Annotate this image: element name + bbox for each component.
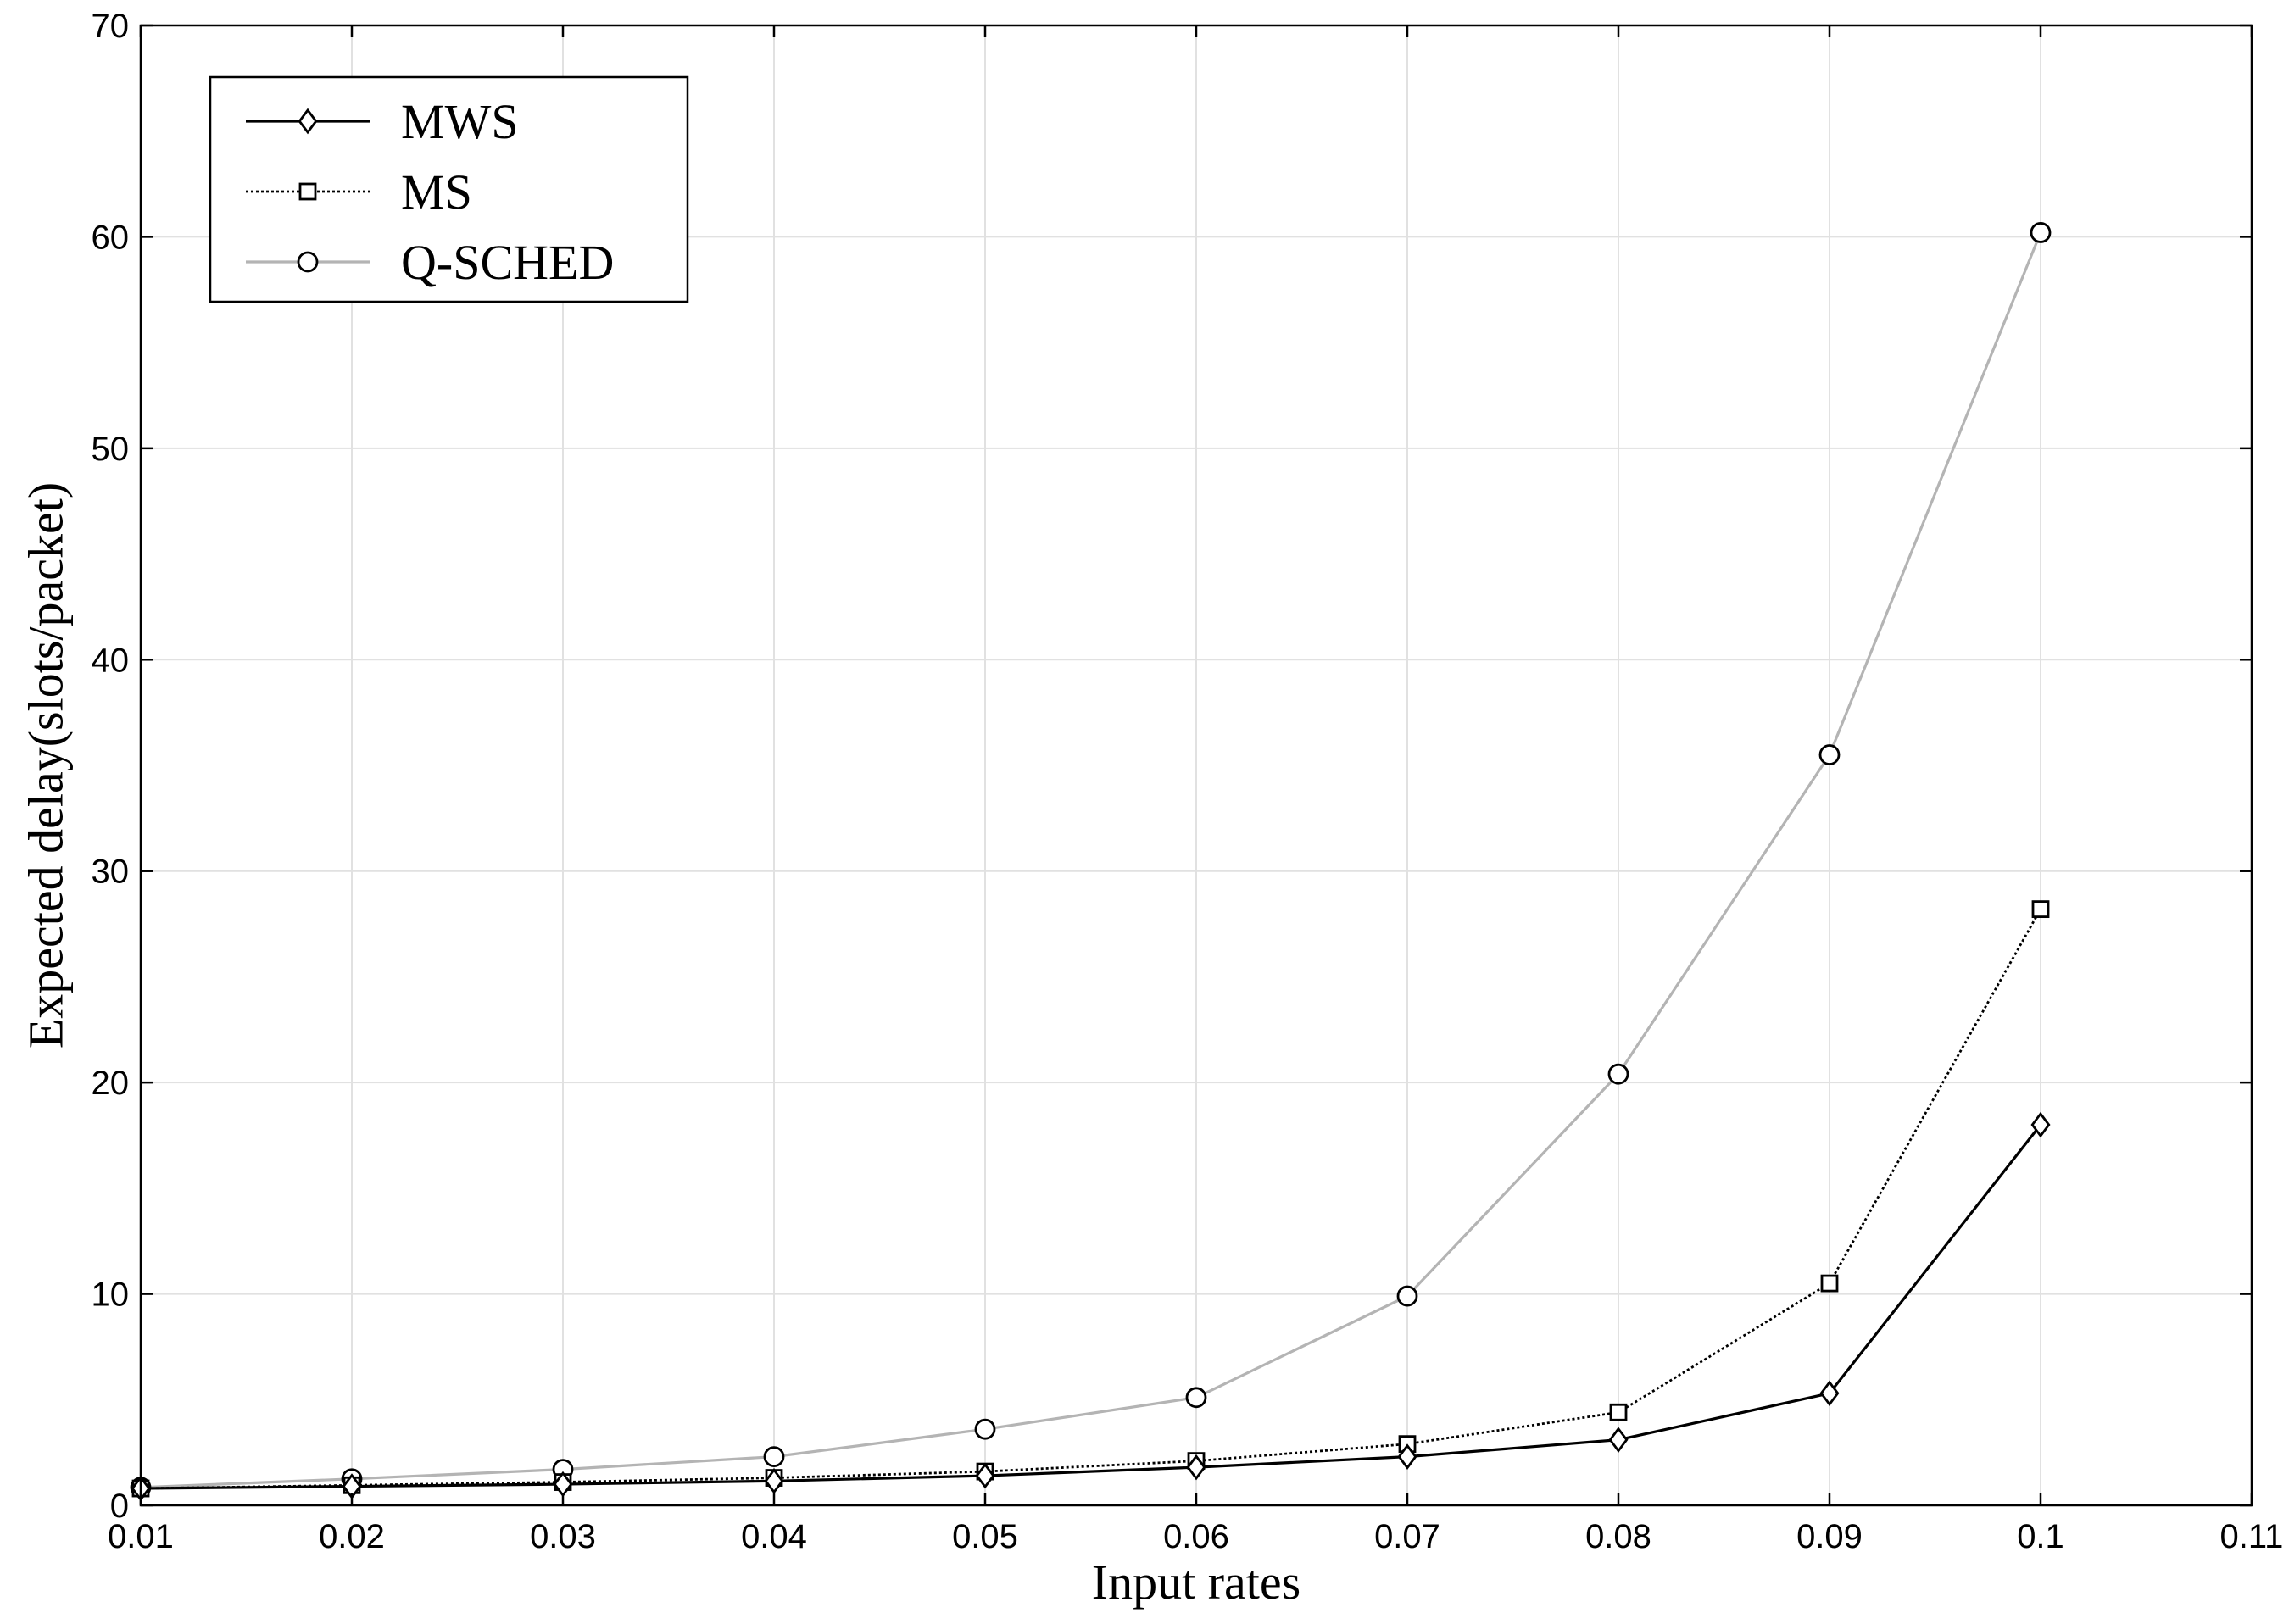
y-tick-label: 50 bbox=[92, 431, 130, 468]
series-mws bbox=[131, 1111, 2051, 1502]
series-line-ms bbox=[140, 908, 2042, 1490]
x-tick-label: 0.1 bbox=[2017, 1518, 2064, 1555]
data-point-mws bbox=[1608, 1427, 1629, 1454]
x-tick-label: 0.04 bbox=[741, 1518, 807, 1555]
data-point-mws bbox=[764, 1467, 784, 1494]
data-point-ms bbox=[1609, 1403, 1628, 1421]
legend-label: MWS bbox=[401, 94, 519, 149]
legend-entry-mws: MWS bbox=[246, 94, 519, 149]
data-point-mws bbox=[1186, 1454, 1206, 1481]
data-point-ms bbox=[1820, 1274, 1839, 1293]
data-point-mws bbox=[1819, 1380, 1840, 1407]
x-tick-label: 0.06 bbox=[1163, 1518, 1229, 1555]
data-point-mws bbox=[1397, 1443, 1417, 1470]
x-tick-label: 0.08 bbox=[1585, 1518, 1651, 1555]
x-tick-label: 0.09 bbox=[1796, 1518, 1863, 1555]
data-point-q-sched bbox=[1185, 1387, 1207, 1409]
x-tick-label: 0.03 bbox=[530, 1518, 596, 1555]
y-axis-label: Expected delay(slots/packet) bbox=[18, 482, 73, 1048]
y-tick-label: 30 bbox=[92, 854, 130, 891]
legend-entry-q-sched: Q-SCHED bbox=[246, 235, 614, 290]
legend-marker bbox=[298, 108, 318, 135]
legend-entry-ms: MS bbox=[246, 164, 472, 220]
series-line-mws bbox=[140, 1124, 2042, 1490]
x-tick-label: 0.01 bbox=[108, 1518, 174, 1555]
data-point-ms bbox=[2031, 900, 2050, 919]
x-tick-label: 0.11 bbox=[2220, 1518, 2284, 1555]
y-tick-label: 0 bbox=[110, 1488, 129, 1525]
data-point-mws bbox=[975, 1462, 995, 1489]
y-tick-label: 60 bbox=[92, 219, 130, 256]
axis-ticks bbox=[139, 24, 2253, 1507]
legend-label: MS bbox=[401, 164, 472, 220]
tick-labels: 0.01 0.02 0.03 0.04 0.05 0.06 0.07 0.08 0.09 0.1 0… bbox=[92, 8, 2284, 1555]
x-tick-label: 0.07 bbox=[1374, 1518, 1440, 1555]
y-tick-label: 70 bbox=[92, 8, 130, 45]
legend-marker bbox=[298, 182, 317, 201]
data-point-q-sched bbox=[1396, 1285, 1418, 1307]
legend-box bbox=[209, 75, 689, 303]
x-tick-label: 0.05 bbox=[952, 1518, 1018, 1555]
data-point-mws bbox=[2030, 1111, 2051, 1138]
data-point-q-sched bbox=[974, 1418, 996, 1440]
x-tick-label: 0.02 bbox=[319, 1518, 385, 1555]
legend-marker bbox=[297, 251, 319, 273]
series-line-q-sched bbox=[140, 231, 2042, 1489]
y-tick-label: 40 bbox=[92, 642, 130, 679]
legend: MWS MS Q-SCHED bbox=[209, 75, 689, 303]
data-point-q-sched bbox=[2030, 222, 2052, 243]
y-tick-label: 20 bbox=[92, 1065, 130, 1102]
x-axis-label: Input rates bbox=[1092, 1554, 1300, 1610]
legend-label: Q-SCHED bbox=[401, 235, 614, 290]
data-point-q-sched bbox=[1818, 744, 1841, 765]
y-tick-label: 10 bbox=[92, 1276, 130, 1314]
data-point-q-sched bbox=[763, 1446, 785, 1468]
plot-series bbox=[130, 222, 2052, 1502]
data-point-q-sched bbox=[1607, 1063, 1629, 1085]
